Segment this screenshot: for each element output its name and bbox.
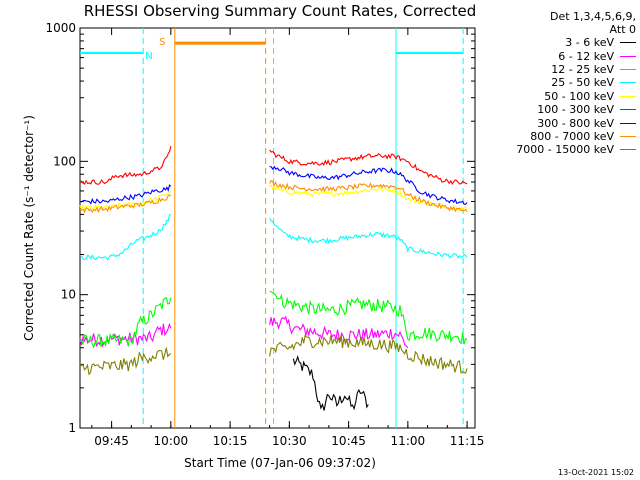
- legend-item-50-100-kev: 50 - 100 keV: [498, 90, 636, 103]
- series-line-3-6-kev: [292, 355, 369, 411]
- series-line-12-25-kev: [79, 297, 172, 349]
- legend-label: 800 - 7000 keV: [530, 129, 614, 143]
- chart-title: RHESSI Observing Summary Count Rates, Co…: [84, 2, 477, 20]
- legend-item-300-800-kev: 300 - 800 keV: [498, 116, 636, 130]
- plot-area: 09:45 10:00 10:15 10:30 10:45 11:00 11:15 1 10 10…: [45, 21, 484, 448]
- x-tick-label: 11:15: [450, 434, 485, 448]
- series-line-12-25-kev: [269, 290, 468, 345]
- legend-swatch: [620, 109, 636, 111]
- y-axis-label: Corrected Count Rate (s⁻¹ detector⁻¹): [22, 115, 36, 341]
- series-line-50-100-kev: [79, 190, 172, 212]
- legend-label: 50 - 100 keV: [544, 89, 614, 103]
- x-tick-label: 10:00: [154, 434, 189, 448]
- series-line-300-800-kev: [269, 165, 468, 205]
- x-tick-label: 10:45: [331, 434, 366, 448]
- y-tick-label: 10: [61, 288, 76, 302]
- legend-swatch: [620, 149, 636, 151]
- legend-label: 100 - 300 keV: [537, 103, 614, 117]
- x-tick-label: 11:00: [391, 434, 426, 448]
- legend-label: 25 - 50 keV: [551, 76, 614, 90]
- legend-label: 300 - 800 keV: [537, 116, 614, 130]
- flare-s-label: S: [159, 37, 165, 48]
- series-line-800-7000-kev: [79, 194, 172, 214]
- legend-item-100-300-kev: 100 - 300 keV: [498, 103, 636, 116]
- legend-item-25-50-kev: 25 - 50 keV: [498, 76, 636, 89]
- y-tick-label: 1000: [45, 21, 76, 35]
- x-tick-label: 10:30: [272, 434, 307, 448]
- series-line-25-50-kev: [269, 217, 468, 260]
- legend-item-3-6-kev: 3 - 6 keV: [498, 36, 636, 49]
- legend-label: 3 - 6 keV: [565, 36, 614, 50]
- series-line-7000-15000-kev: [79, 347, 172, 376]
- series-line-25-50-kev: [79, 213, 172, 261]
- legend-item-800-7000-kev: 800 - 7000 keV: [498, 130, 636, 143]
- legend-swatch: [620, 55, 636, 57]
- legend-swatch: [620, 135, 636, 137]
- legend-swatch: [620, 122, 636, 124]
- legend-header-line2: Att 0: [609, 23, 636, 36]
- legend-header-line1: Det 1,3,4,5,6,9,: [549, 10, 636, 23]
- legend-swatch: [620, 42, 636, 44]
- legend-label: 12 - 25 keV: [551, 62, 614, 76]
- series-line-800-7000-kev: [269, 179, 468, 213]
- x-tick-label: 09:45: [94, 434, 129, 448]
- series-line-6-12-kev: [79, 322, 172, 348]
- series-line-100-300-kev: [269, 149, 468, 186]
- legend-item-7000-15000-kev: 7000 - 15000 keV: [498, 143, 636, 156]
- legend-swatch: [620, 68, 636, 70]
- plot-frame: [79, 27, 476, 429]
- legend-swatch: [620, 95, 636, 97]
- series-line-300-800-kev: [79, 184, 172, 205]
- legend-swatch: [620, 82, 636, 84]
- legend: Det 1,3,4,5,6,9, Att 0 3 - 6 keV 6 - 12 k…: [498, 10, 636, 157]
- legend-label: 6 - 12 keV: [558, 49, 614, 63]
- series-line-100-300-kev: [79, 145, 172, 185]
- x-tick-label: 10:15: [213, 434, 248, 448]
- footer-date: 13-Oct-2021 15:02: [558, 468, 634, 477]
- series-line-6-12-kev: [269, 315, 409, 349]
- series-line-7000-15000-kev: [269, 334, 468, 374]
- legend-item-12-25-kev: 12 - 25 keV: [498, 63, 636, 76]
- legend-item-6-12-kev: 6 - 12 keV: [498, 49, 636, 63]
- y-tick-label: 100: [53, 154, 76, 168]
- x-axis-label: Start Time (07-Jan-06 09:37:02): [184, 456, 376, 470]
- legend-label: 7000 - 15000 keV: [516, 143, 614, 157]
- y-tick-label: 1: [68, 421, 76, 435]
- attenuator-n-label: N: [145, 51, 152, 62]
